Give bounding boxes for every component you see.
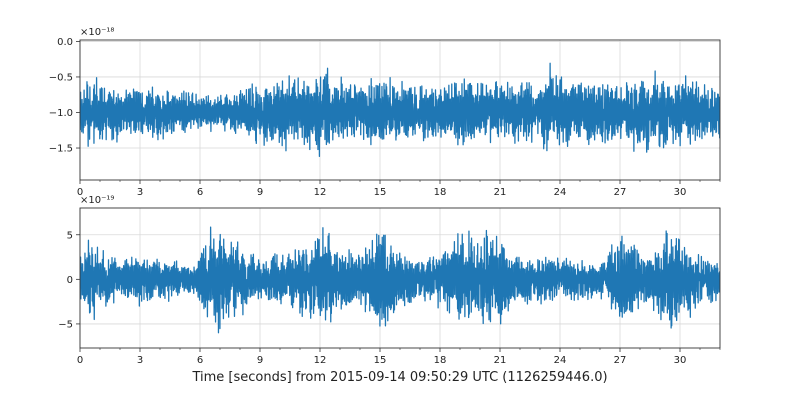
top-panel-x-tick-label: 6 bbox=[197, 187, 203, 198]
top-panel-x-tick-label: 3 bbox=[137, 187, 143, 198]
top-panel-x-tick-label: 24 bbox=[554, 187, 567, 198]
bottom-panel-x-tick-label: 3 bbox=[137, 355, 143, 366]
bottom-panel-x-tick-label: 21 bbox=[494, 355, 507, 366]
top-panel: 0 3 6 9 12 15 18 21 24 27 30 0.0 −0.5 −1.0 −1.5 ×10⁻¹… bbox=[49, 27, 721, 198]
top-panel-y-tick-label: −1.0 bbox=[49, 108, 73, 119]
top-panel-y-tick-label: 0.0 bbox=[57, 37, 73, 48]
top-panel-y-ticks: 0.0 −0.5 −1.0 −1.5 bbox=[49, 37, 80, 155]
top-panel-x-tick-label: 15 bbox=[374, 187, 387, 198]
top-panel-x-tick-label: 0 bbox=[77, 187, 83, 198]
bottom-panel-y-tick-label: 5 bbox=[67, 230, 73, 241]
bottom-panel-y-tick-label: 0 bbox=[67, 275, 73, 286]
bottom-panel-x-tick-label: 12 bbox=[314, 355, 327, 366]
bottom-panel-signal-line bbox=[80, 226, 720, 334]
bottom-panel-x-tick-label: 9 bbox=[257, 355, 263, 366]
top-panel-x-tick-label: 21 bbox=[494, 187, 507, 198]
bottom-panel-x-tick-label: 6 bbox=[197, 355, 203, 366]
top-panel-x-tick-label: 30 bbox=[674, 187, 687, 198]
bottom-panel-y-ticks: 5 0 −5 bbox=[58, 230, 80, 330]
top-panel-x-ticks: 0 3 6 9 12 15 18 21 24 27 30 bbox=[77, 180, 721, 198]
bottom-panel-x-tick-label: 24 bbox=[554, 355, 567, 366]
top-panel-signal-line bbox=[80, 62, 720, 157]
bottom-panel: 0 3 6 9 12 15 18 21 24 27 30 5 0 −5 ×10⁻¹⁹ bbox=[58, 195, 721, 366]
top-panel-x-tick-label: 9 bbox=[257, 187, 263, 198]
top-panel-x-tick-label: 12 bbox=[314, 187, 327, 198]
top-panel-y-tick-label: −0.5 bbox=[49, 72, 73, 83]
bottom-panel-x-tick-label: 15 bbox=[374, 355, 387, 366]
bottom-panel-x-tick-label: 0 bbox=[77, 355, 83, 366]
top-panel-y-tick-label: −1.5 bbox=[49, 144, 73, 155]
bottom-panel-x-tick-label: 27 bbox=[614, 355, 627, 366]
top-panel-x-tick-label: 27 bbox=[614, 187, 627, 198]
bottom-panel-y-tick-label: −5 bbox=[58, 319, 73, 330]
bottom-panel-x-ticks: 0 3 6 9 12 15 18 21 24 27 30 bbox=[77, 348, 721, 366]
bottom-panel-x-tick-label: 18 bbox=[434, 355, 447, 366]
bottom-panel-offset-text: ×10⁻¹⁹ bbox=[80, 195, 114, 206]
x-axis-label: Time [seconds] from 2015-09-14 09:50:29 … bbox=[191, 370, 607, 385]
bottom-panel-x-tick-label: 30 bbox=[674, 355, 687, 366]
top-panel-offset-text: ×10⁻¹⁸ bbox=[80, 27, 114, 38]
top-panel-x-tick-label: 18 bbox=[434, 187, 447, 198]
